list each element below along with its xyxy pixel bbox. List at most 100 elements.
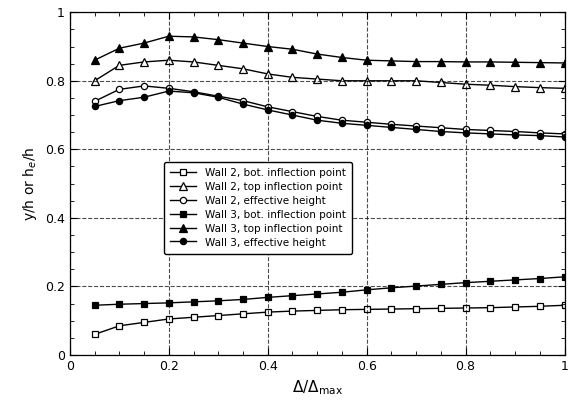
Wall 2, top inflection point [116, 63, 123, 68]
Wall 3, top inflection point [487, 60, 494, 64]
Wall 3, effective height [363, 123, 370, 128]
Wall 3, top inflection point [165, 34, 172, 39]
Wall 3, bot. inflection point [116, 302, 123, 307]
Wall 3, top inflection point [512, 60, 519, 65]
Wall 2, top inflection point [512, 84, 519, 89]
Wall 3, bot. inflection point [512, 277, 519, 282]
Wall 3, bot. inflection point [561, 274, 568, 279]
Wall 3, top inflection point [264, 44, 271, 49]
Wall 3, bot. inflection point [338, 290, 345, 295]
Wall 3, bot. inflection point [487, 279, 494, 284]
Wall 2, bot. inflection point [561, 303, 568, 308]
Wall 2, bot. inflection point [413, 306, 420, 311]
Wall 3, top inflection point [363, 58, 370, 63]
Wall 2, effective height [438, 125, 445, 130]
Wall 3, bot. inflection point [190, 299, 197, 304]
Wall 3, top inflection point [116, 46, 123, 51]
Wall 2, top inflection point [264, 71, 271, 76]
Wall 3, bot. inflection point [438, 282, 445, 287]
Wall 3, top inflection point [413, 59, 420, 64]
Wall 2, bot. inflection point [190, 315, 197, 320]
Wall 2, bot. inflection point [215, 313, 222, 318]
Wall 3, effective height [512, 133, 519, 137]
Line: Wall 2, top inflection point: Wall 2, top inflection point [91, 56, 569, 92]
Wall 2, bot. inflection point [116, 324, 123, 328]
Y-axis label: y/h or h$_e$/h: y/h or h$_e$/h [22, 146, 40, 221]
Wall 2, top inflection point [561, 86, 568, 91]
Wall 3, effective height [165, 89, 172, 93]
Line: Wall 3, effective height: Wall 3, effective height [91, 88, 567, 140]
Wall 3, bot. inflection point [462, 280, 469, 285]
Wall 2, top inflection point [239, 67, 246, 71]
Wall 2, effective height [239, 98, 246, 103]
Wall 3, effective height [536, 133, 543, 138]
Wall 3, effective height [388, 125, 395, 130]
Wall 3, bot. inflection point [388, 285, 395, 290]
Wall 2, bot. inflection point [487, 305, 494, 310]
Wall 2, top inflection point [536, 85, 543, 90]
Wall 2, effective height [536, 131, 543, 135]
Wall 3, effective height [438, 129, 445, 134]
Line: Wall 2, effective height: Wall 2, effective height [91, 83, 567, 137]
Wall 3, bot. inflection point [91, 303, 98, 308]
Wall 2, effective height [140, 84, 147, 89]
Wall 3, bot. inflection point [536, 276, 543, 281]
Wall 3, top inflection point [239, 41, 246, 46]
Wall 2, bot. inflection point [289, 308, 296, 313]
Wall 2, bot. inflection point [438, 306, 445, 311]
Wall 3, effective height [289, 113, 296, 118]
Wall 2, effective height [462, 127, 469, 132]
Wall 2, effective height [487, 128, 494, 133]
Wall 2, effective height [91, 99, 98, 104]
Wall 2, effective height [165, 86, 172, 91]
Wall 2, top inflection point [289, 75, 296, 80]
Wall 2, top inflection point [140, 60, 147, 64]
Wall 3, top inflection point [91, 58, 98, 63]
Wall 3, effective height [338, 121, 345, 126]
Wall 2, bot. inflection point [338, 307, 345, 312]
Wall 2, effective height [561, 131, 568, 136]
Wall 3, bot. inflection point [165, 300, 172, 305]
Wall 2, effective height [512, 129, 519, 134]
Wall 3, top inflection point [462, 60, 469, 64]
Wall 3, bot. inflection point [140, 301, 147, 306]
Wall 2, effective height [190, 89, 197, 94]
Wall 2, top inflection point [91, 78, 98, 83]
Wall 3, effective height [91, 104, 98, 109]
Wall 2, top inflection point [215, 63, 222, 68]
Wall 2, effective height [413, 124, 420, 129]
Wall 3, effective height [264, 107, 271, 112]
Wall 3, effective height [314, 118, 321, 123]
Wall 3, top inflection point [289, 47, 296, 52]
Wall 2, top inflection point [462, 82, 469, 86]
Wall 3, effective height [215, 95, 222, 100]
Wall 3, bot. inflection point [363, 287, 370, 292]
Wall 2, top inflection point [487, 83, 494, 88]
Wall 3, top inflection point [215, 37, 222, 42]
Wall 3, effective height [487, 131, 494, 136]
Wall 2, top inflection point [314, 77, 321, 82]
Wall 3, effective height [190, 90, 197, 95]
Wall 3, top inflection point [388, 58, 395, 63]
Wall 2, top inflection point [388, 78, 395, 83]
Wall 2, bot. inflection point [165, 317, 172, 322]
Wall 2, top inflection point [363, 78, 370, 83]
Line: Wall 3, top inflection point: Wall 3, top inflection point [91, 32, 569, 67]
Wall 3, effective height [116, 98, 123, 103]
Wall 2, bot. inflection point [264, 310, 271, 315]
Wall 2, top inflection point [438, 80, 445, 85]
Wall 3, top inflection point [314, 51, 321, 56]
Wall 3, bot. inflection point [239, 297, 246, 302]
Wall 2, effective height [388, 122, 395, 127]
Wall 2, bot. inflection point [239, 311, 246, 316]
Wall 3, effective height [561, 135, 568, 140]
Wall 2, top inflection point [165, 58, 172, 63]
Wall 3, effective height [239, 102, 246, 106]
Wall 2, effective height [289, 109, 296, 114]
Wall 2, effective height [116, 87, 123, 92]
Wall 3, bot. inflection point [413, 284, 420, 288]
Wall 3, top inflection point [190, 34, 197, 39]
Wall 2, effective height [314, 114, 321, 119]
Wall 2, top inflection point [338, 78, 345, 83]
Wall 3, top inflection point [561, 60, 568, 65]
